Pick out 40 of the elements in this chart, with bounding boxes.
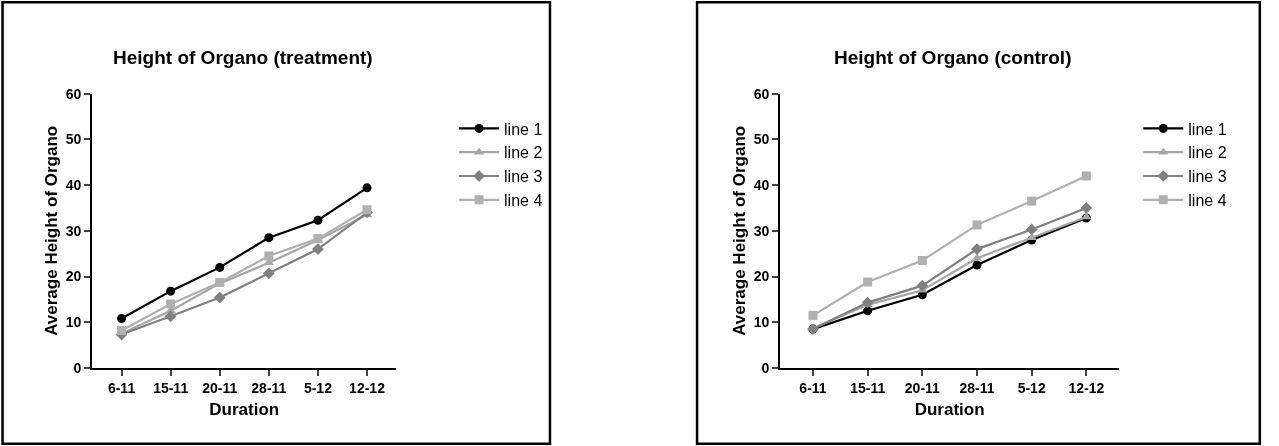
chart-title: Height of Organo (treatment)	[113, 47, 373, 68]
y-axis-title: Average Height of Organo	[41, 125, 61, 336]
x-tick-label: 12-12	[1068, 379, 1105, 396]
legend-label: line 2	[1188, 144, 1227, 162]
legend-label: line 3	[504, 168, 543, 186]
legend-label: line 1	[504, 120, 543, 138]
x-tick-label: 15-11	[153, 379, 189, 396]
legend-label: line 2	[504, 144, 543, 162]
x-tick-label: 6-11	[107, 379, 136, 396]
x-tick-label: 12-12	[349, 379, 386, 396]
y-tick-label: 20	[65, 268, 82, 285]
y-tick-label: 60	[753, 85, 770, 102]
y-tick-label: 50	[753, 131, 770, 148]
legend-label: line 4	[1188, 192, 1227, 210]
y-tick-label: 10	[753, 314, 770, 331]
y-tick-label: 30	[65, 222, 82, 239]
y-tick-label: 0	[761, 359, 770, 376]
y-tick-label: 20	[753, 268, 770, 285]
y-tick-label: 0	[73, 359, 82, 376]
x-axis-title: Duration	[209, 399, 280, 419]
y-tick-label: 50	[65, 131, 82, 148]
chart-title: Height of Organo (control)	[834, 47, 1072, 68]
y-tick-label: 40	[65, 176, 82, 193]
x-tick-label: 20-11	[202, 379, 238, 396]
legend-label: line 1	[1188, 120, 1227, 138]
x-tick-label: 6-11	[799, 379, 827, 396]
y-axis-title: Average Height of Organo	[729, 125, 749, 336]
y-tick-label: 10	[65, 314, 82, 331]
legend-label: line 4	[504, 192, 543, 210]
x-tick-label: 20-11	[904, 379, 941, 396]
x-tick-label: 5-12	[303, 379, 333, 396]
x-axis-title: Duration	[914, 399, 985, 419]
y-tick-label: 40	[753, 176, 770, 193]
x-tick-label: 15-11	[850, 379, 886, 396]
x-tick-label: 28-11	[251, 379, 287, 396]
legend-label: line 3	[1188, 168, 1227, 186]
x-tick-label: 5-12	[1017, 379, 1046, 396]
x-tick-label: 28-11	[959, 379, 995, 396]
y-tick-label: 30	[753, 222, 770, 239]
y-tick-label: 60	[65, 85, 82, 102]
